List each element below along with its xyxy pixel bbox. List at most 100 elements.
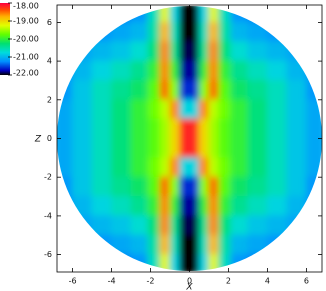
field-cell: [159, 21, 171, 43]
field-cell: [169, 6, 181, 23]
field-cell: [57, 118, 74, 139]
field-cell: [286, 254, 307, 271]
colorbar: [0, 3, 10, 75]
field-cell: [286, 176, 307, 198]
field-cell: [179, 157, 190, 178]
field-cell: [189, 196, 200, 217]
field-cell: [208, 254, 220, 271]
field-cell: [305, 196, 322, 217]
field-cell: [147, 157, 161, 178]
field-cell: [286, 118, 307, 139]
field-cell: [305, 254, 322, 271]
field-cell: [247, 6, 268, 23]
field-cell: [247, 215, 268, 236]
field-cell: [247, 79, 268, 101]
field-cell: [208, 6, 220, 23]
field-cell: [57, 196, 74, 217]
field-cell: [91, 157, 113, 178]
field-cell: [159, 6, 171, 23]
field-cell: [218, 215, 232, 236]
field-cell: [189, 254, 200, 271]
field-cell: [266, 196, 288, 217]
field-cell: [286, 196, 307, 217]
field-cell: [147, 138, 161, 159]
field-cell: [91, 21, 113, 43]
field-cell: [159, 41, 171, 62]
field-cell: [91, 138, 113, 159]
field-cell: [305, 99, 322, 120]
field-cell: [147, 6, 161, 23]
field-cell: [111, 60, 132, 81]
field-cell: [147, 254, 161, 271]
field-cell: [247, 138, 268, 159]
field-cell: [147, 118, 161, 139]
field-cell: [286, 157, 307, 178]
field-cell: [159, 118, 171, 139]
field-cell: [266, 176, 288, 198]
field-cell: [130, 118, 149, 139]
x-tick-label: 6: [304, 277, 309, 286]
field-cell: [266, 79, 288, 101]
field-cell: [189, 215, 200, 236]
field-cell: [130, 254, 149, 271]
field-cell: [72, 138, 93, 159]
field-cell: [169, 176, 181, 198]
field-cell: [57, 41, 74, 62]
field-cell: [218, 41, 232, 62]
field-cell: [72, 99, 93, 120]
field-cell: [72, 234, 93, 256]
y-tick-label: -4: [44, 211, 52, 220]
field-cell: [111, 41, 132, 62]
field-cell: [147, 176, 161, 198]
field-cell: [305, 60, 322, 81]
field-cell: [111, 6, 132, 23]
field-cell: [130, 21, 149, 43]
x-tick-label: 2: [226, 277, 231, 286]
field-cell: [57, 21, 74, 43]
field-cell: [218, 234, 232, 256]
field-cell: [57, 215, 74, 236]
y-tick-label: -2: [44, 173, 52, 182]
field-cell: [286, 21, 307, 43]
field-cell: [169, 234, 181, 256]
field-cell: [208, 157, 220, 178]
field-cell: [218, 196, 232, 217]
field-cell: [286, 215, 307, 236]
field-cell: [305, 234, 322, 256]
field-cell: [218, 99, 232, 120]
field-cell: [218, 118, 232, 139]
field-cell: [159, 138, 171, 159]
field-cell: [91, 99, 113, 120]
field-cell: [57, 99, 74, 120]
field-cell: [111, 157, 132, 178]
field-cell: [198, 157, 210, 178]
field-cell: [159, 79, 171, 101]
field-cell: [198, 234, 210, 256]
field-cell: [147, 21, 161, 43]
field-cell: [247, 196, 268, 217]
field-cell: [208, 138, 220, 159]
colorbar-tick-label: -22.00: [13, 69, 39, 78]
field-cell: [198, 118, 210, 139]
field-cell: [208, 99, 220, 120]
field-cell: [179, 6, 190, 23]
field-cell: [111, 215, 132, 236]
field-cell: [230, 254, 249, 271]
field-cell: [230, 79, 249, 101]
field-cell: [266, 254, 288, 271]
field-cell: [147, 99, 161, 120]
field-cell: [111, 99, 132, 120]
y-tick-label: 4: [47, 57, 52, 66]
field-cell: [179, 21, 190, 43]
field-cell: [179, 99, 190, 120]
field-cell: [91, 254, 113, 271]
field-cell: [179, 196, 190, 217]
field-cell: [159, 60, 171, 81]
field-cell: [286, 234, 307, 256]
field-cell: [208, 215, 220, 236]
field-cell: [266, 157, 288, 178]
field-cell: [208, 118, 220, 139]
field-cell: [198, 254, 210, 271]
field-cell: [57, 234, 74, 256]
field-cell: [247, 41, 268, 62]
